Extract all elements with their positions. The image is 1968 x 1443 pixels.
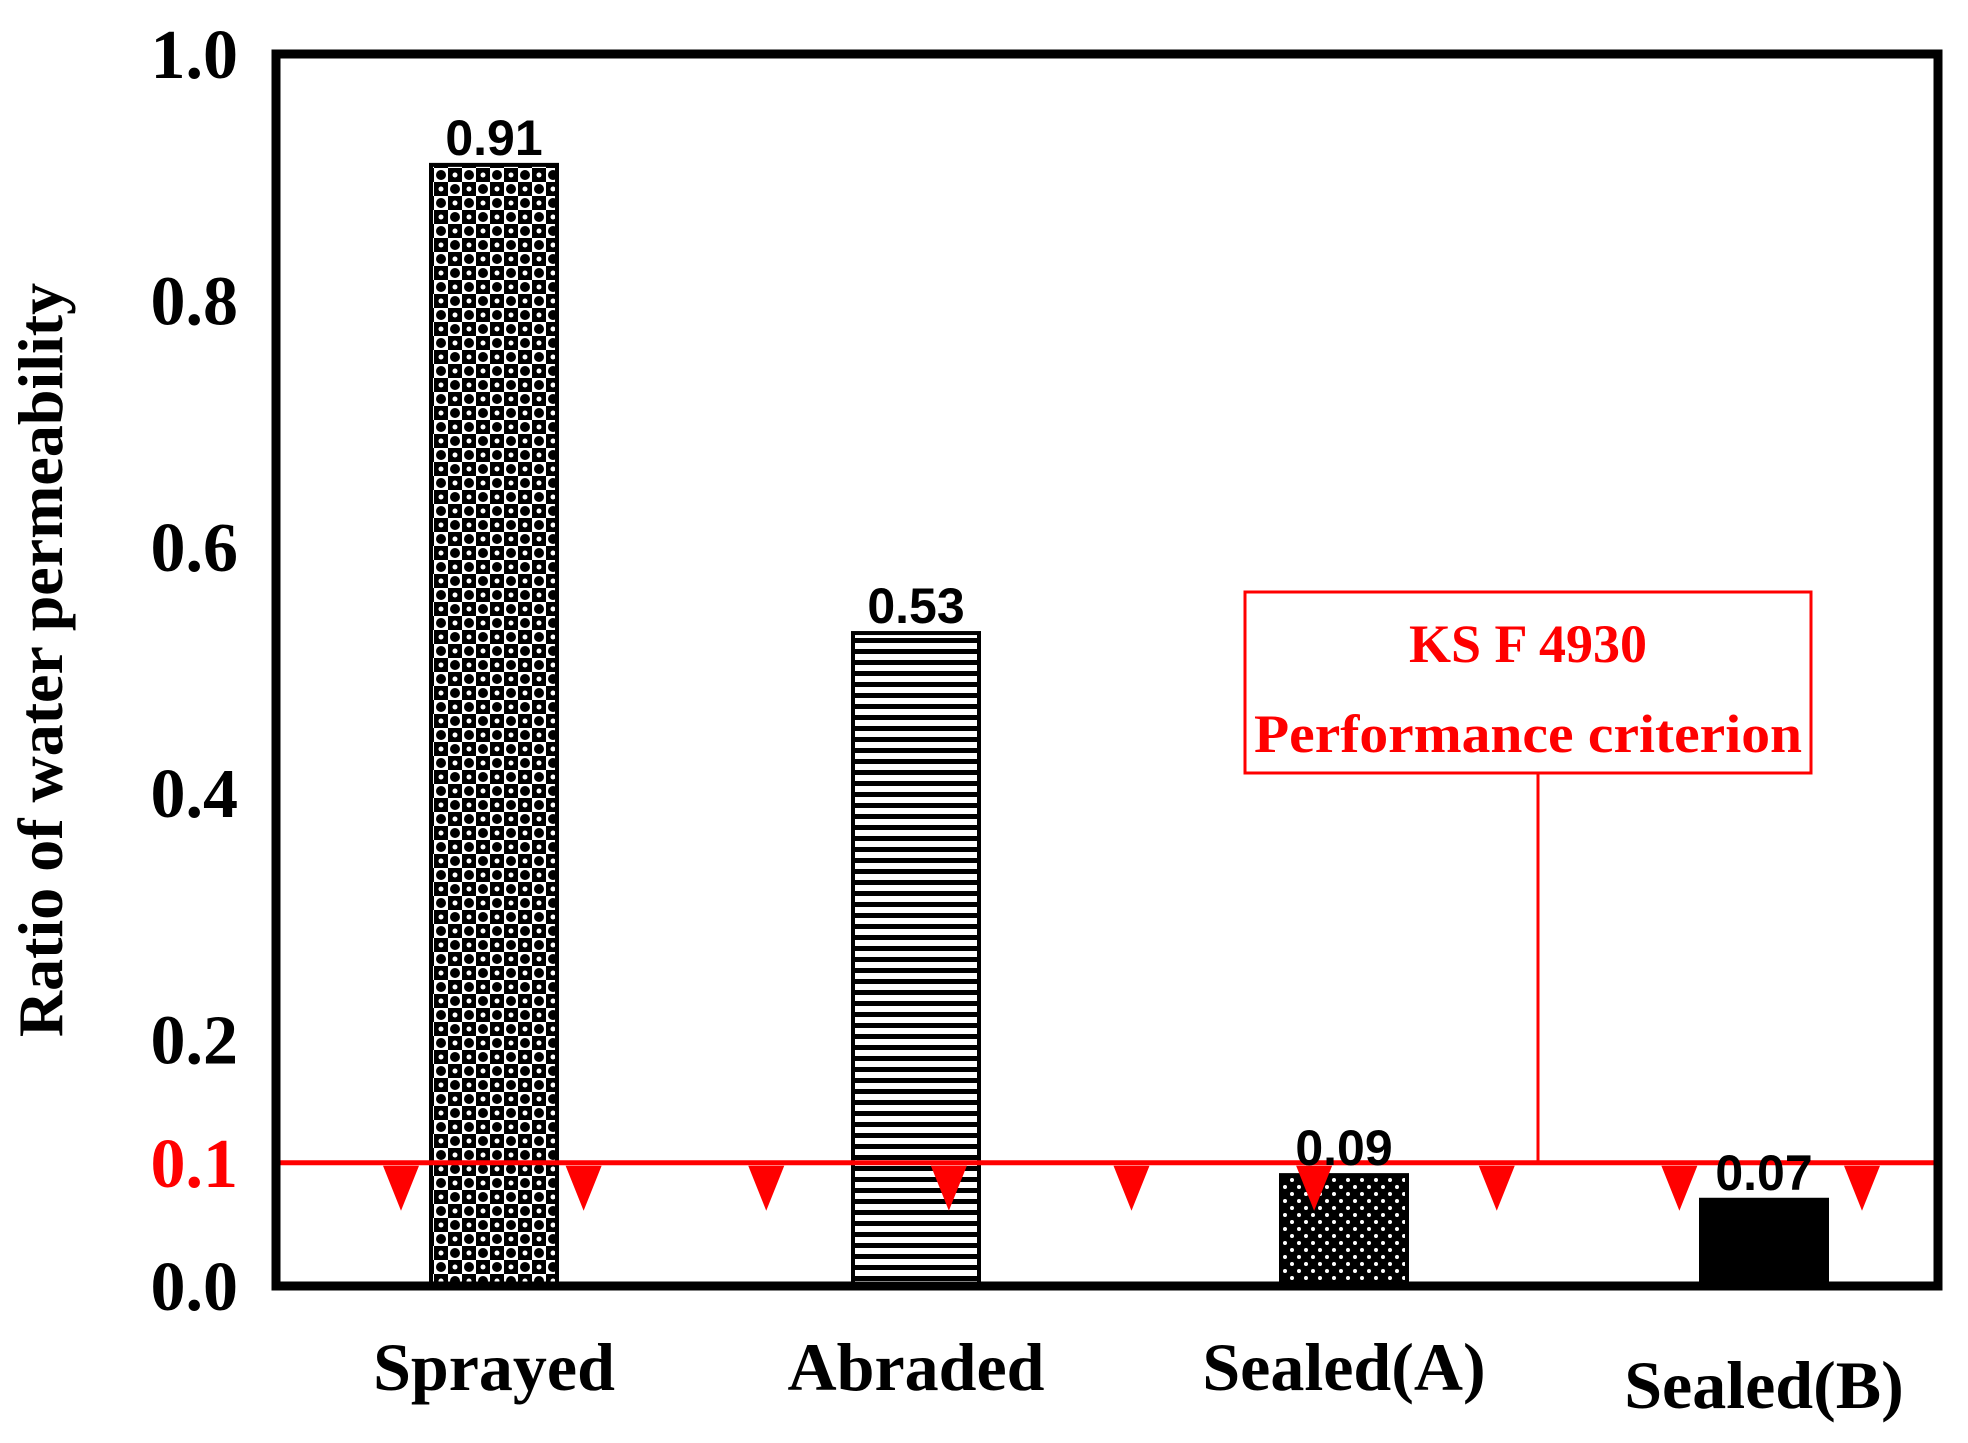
y-tick-label: 0.1 [151,1126,239,1203]
data-labels: 0.91 0.53 0.09 0.07 [445,110,1812,1201]
plot-frame [271,49,1943,1291]
bar-sprayed [429,162,559,1288]
criterion-marker [565,1165,602,1211]
criterion-marker [1844,1165,1880,1211]
criterion-marker [383,1165,419,1211]
y-tick-label: 0.6 [151,510,239,587]
y-tick-label: 0.4 [151,756,239,833]
bar-sealed-a [1279,1173,1409,1288]
criterion-marker [1296,1165,1333,1211]
category-labels: Sprayed Abraded Sealed(A) Sealed(B) [373,1329,1904,1423]
data-label: 0.09 [1295,1120,1392,1176]
category-label: Sprayed [373,1329,615,1405]
data-label: 0.07 [1715,1145,1812,1201]
category-label: Sealed(A) [1202,1329,1485,1405]
criterion-marker [748,1165,785,1211]
criterion-markers [383,1165,1880,1211]
category-label: Sealed(B) [1624,1347,1904,1423]
annotation-line-2: Performance criterion [1254,704,1802,764]
y-tick-label: 0.2 [151,1003,239,1080]
criterion-marker [1661,1165,1698,1211]
bars [429,162,1829,1289]
y-tick-label: 1.0 [151,17,239,94]
y-tick-labels: 0.0 0.1 0.2 0.4 0.6 0.8 1.0 [151,17,239,1326]
annotation-box [1243,590,1813,775]
criterion-marker [1478,1165,1515,1211]
data-label: 0.53 [867,578,964,634]
bar-abraded [851,631,981,1288]
annotation-line-1: KS F 4930 [1409,614,1647,674]
bar-sealed-b [1699,1197,1829,1289]
y-tick-label: 0.8 [151,263,239,340]
criterion-annotation: KS F 4930 Performance criterion [1243,590,1813,1165]
category-label: Abraded [788,1329,1045,1405]
y-tick-label: 0.0 [151,1249,239,1326]
y-axis-label: Ratio of water permeability [5,283,76,1037]
data-label: 0.91 [445,110,542,166]
criterion-marker [930,1165,967,1211]
criterion-marker [1113,1165,1150,1211]
